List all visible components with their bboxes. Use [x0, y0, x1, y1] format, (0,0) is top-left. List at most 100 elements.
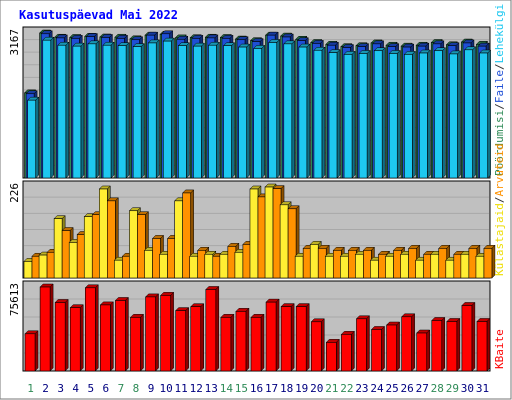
x-tick-label: 29 — [446, 382, 459, 395]
bar-side — [275, 298, 280, 372]
bar-front — [370, 259, 379, 279]
bar-side — [155, 293, 159, 372]
bar-kbaite-day-8 — [129, 313, 145, 372]
bar-side — [336, 48, 341, 179]
bar-front — [283, 43, 293, 179]
bar-front — [115, 300, 126, 372]
x-tick-label: 31 — [476, 382, 489, 395]
bar-front — [27, 99, 37, 179]
bar-front — [355, 253, 364, 279]
bar-front — [189, 255, 199, 279]
bar-side — [170, 291, 174, 372]
bar-kbaite-day-4 — [69, 304, 84, 372]
legend-entry: Faile — [493, 70, 506, 103]
bar-side — [140, 313, 144, 372]
x-tick-label: 15 — [235, 382, 248, 395]
bar-front — [434, 50, 443, 179]
y-axis-max-label: 3167 — [8, 29, 21, 56]
legend-entry: / — [493, 103, 506, 110]
bar-front — [42, 39, 52, 179]
bar-front — [160, 295, 171, 372]
bar-front — [313, 49, 323, 179]
bar-side — [110, 41, 115, 179]
x-tick-label: 26 — [401, 382, 414, 395]
bar-front — [162, 40, 172, 179]
bar-side — [471, 301, 476, 372]
bar-side — [231, 42, 235, 179]
bar-side — [290, 302, 295, 372]
bar-front — [400, 253, 409, 279]
bar-lehekülgi-day-11 — [177, 42, 190, 179]
bar-front — [449, 53, 458, 179]
bar-front — [416, 332, 428, 372]
bar-lehekülgi-day-21 — [328, 48, 341, 179]
bar-lehekülgi-day-12 — [192, 42, 206, 179]
bar-kbaite-day-9 — [144, 293, 160, 372]
bar-front — [83, 216, 93, 279]
bars-bottom — [24, 283, 491, 372]
bar-front — [341, 334, 352, 372]
bar-kbaite-day-20 — [310, 318, 325, 372]
bar-side — [412, 50, 416, 179]
bar-lehekülgi-day-6 — [102, 41, 115, 179]
bar-lehekülgi-day-24 — [373, 47, 386, 179]
bar-front — [57, 44, 67, 179]
bar-arvuteid-day-31 — [483, 244, 496, 279]
bar-front — [145, 296, 156, 372]
bar-side — [245, 307, 250, 372]
bar-front — [253, 48, 262, 179]
bar-front — [294, 255, 304, 279]
bar-lehekülgi-day-4 — [72, 42, 85, 179]
bar-front — [464, 49, 473, 179]
bar-side — [110, 301, 114, 372]
bar-front — [249, 188, 259, 279]
bar-kbaite-day-18 — [280, 302, 295, 372]
legend-entry: KBaite — [493, 329, 506, 369]
bar-side — [95, 284, 99, 372]
bar-side — [381, 47, 386, 179]
bar-lehekülgi-day-16 — [253, 44, 266, 179]
x-tick-label: 27 — [416, 382, 429, 395]
bar-front — [415, 259, 424, 279]
x-tick-label: 8 — [133, 382, 140, 395]
x-tick-label: 14 — [220, 382, 234, 395]
bar-front — [114, 259, 123, 279]
bar-front — [84, 287, 96, 372]
bar-front — [99, 188, 108, 279]
bar-side — [216, 41, 220, 179]
bar-kbaite-day-29 — [446, 317, 461, 372]
bar-front — [193, 45, 202, 179]
bar-front — [265, 301, 277, 372]
bar-lehekülgi-day-9 — [147, 39, 160, 179]
bar-front — [220, 317, 232, 372]
bar-kbaite-day-7 — [114, 296, 130, 372]
bar-side — [34, 330, 39, 372]
bar-side — [125, 296, 129, 372]
bar-front — [479, 52, 488, 179]
bar-kbaite-day-12 — [190, 303, 205, 372]
legend-entry: Pöördumisi — [493, 110, 506, 176]
bar-front — [445, 259, 455, 279]
bar-front — [205, 289, 217, 372]
bar-kbaite-day-10 — [160, 291, 175, 372]
x-tick-label: 28 — [431, 382, 444, 395]
x-tick-label: 21 — [325, 382, 338, 395]
bar-front — [159, 253, 168, 279]
bar-lehekülgi-day-14 — [222, 42, 236, 179]
bar-lehekülgi-day-7 — [117, 42, 130, 179]
bar-lehekülgi-day-22 — [343, 50, 356, 179]
bar-kbaite-day-23 — [355, 315, 371, 372]
bar-front — [38, 254, 48, 279]
bar-lehekülgi-day-20 — [313, 46, 326, 179]
bar-front — [107, 200, 116, 279]
bar-front — [356, 318, 367, 372]
x-tick-label: 11 — [175, 382, 188, 395]
bar-side — [366, 49, 371, 179]
bar-side — [396, 321, 400, 372]
y-axis-max-label: 75613 — [8, 283, 21, 316]
bar-side — [351, 50, 356, 179]
bar-lehekülgi-day-28 — [433, 47, 447, 179]
bar-kbaite-day-17 — [265, 298, 280, 372]
